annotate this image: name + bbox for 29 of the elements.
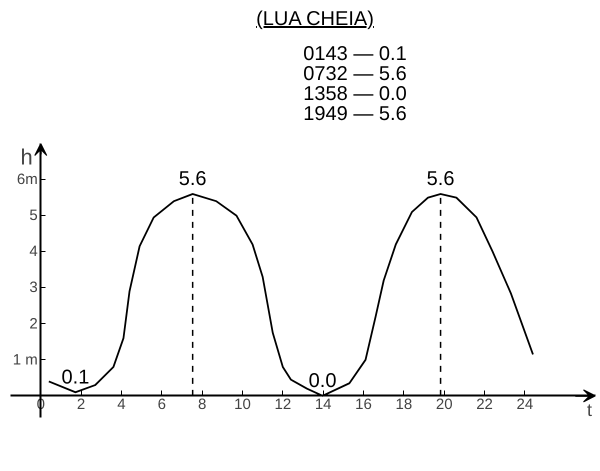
y-tick-label: 4: [29, 243, 38, 260]
x-tick-label: 12: [274, 396, 292, 413]
annotation: 0.0: [308, 370, 336, 392]
annotation: 0.1: [62, 366, 90, 388]
y-tick-label: 6m: [16, 171, 38, 188]
x-tick-label: 2: [76, 396, 86, 413]
x-axis-title: t: [586, 400, 592, 420]
x-tick-label: 14: [314, 396, 332, 413]
y-tick-label: 3: [29, 279, 38, 296]
y-tick-label: 5: [29, 207, 38, 224]
y-tick-label: 2: [29, 315, 38, 332]
x-tick-label: 8: [198, 396, 206, 413]
annotation: 5.6: [178, 168, 207, 190]
x-tick-label: 4: [117, 396, 126, 413]
annotation: 5.6: [426, 168, 454, 190]
x-tick-label: 24: [516, 396, 534, 413]
x-tick-label: 10: [234, 396, 251, 413]
text: 0143 — 0.1: [303, 43, 407, 65]
chart-subtitle: (LUA CHEIA): [256, 8, 374, 30]
x-tick-label: 6: [158, 396, 166, 413]
text: 0732 — 5.6: [303, 63, 407, 85]
y-axis-title: h: [20, 144, 33, 170]
text: 1358 — 0.0: [303, 83, 407, 105]
y-tick-label: 1 m: [12, 351, 38, 368]
text: 1949 — 5.6: [303, 103, 407, 125]
x-tick-label: 20: [436, 396, 453, 413]
x-tick-label: 22: [476, 396, 493, 413]
x-tick-label: 18: [396, 396, 412, 413]
x-tick-label: 16: [355, 396, 372, 413]
